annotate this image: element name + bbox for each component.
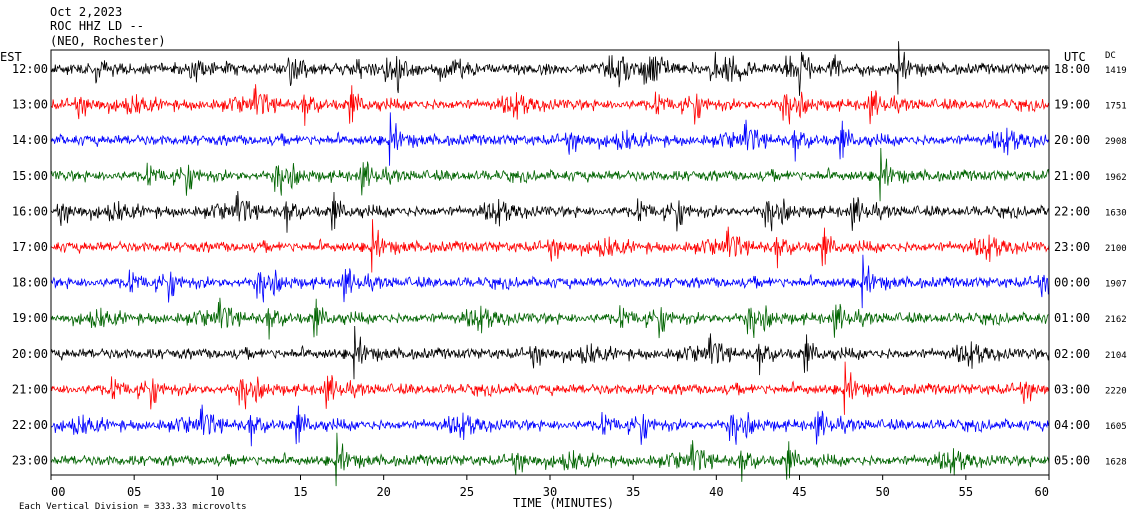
scale-note: Each Vertical Division = 333.33 microvol…	[19, 502, 247, 512]
trace-line	[51, 190, 1050, 233]
x-tick-label: 35	[626, 485, 640, 499]
trace-line	[50, 361, 1050, 415]
x-tick-label: 40	[709, 485, 723, 499]
x-tick-label: 45	[792, 485, 806, 499]
trace-line	[50, 254, 1050, 309]
dc-value: 2220	[1105, 386, 1127, 396]
est-hour-label: 16:00	[12, 204, 48, 218]
est-hour-label: 13:00	[12, 98, 48, 112]
dc-value: 1751	[1105, 102, 1127, 112]
est-hour-label: 15:00	[12, 169, 48, 183]
dc-value: 1962	[1105, 173, 1127, 183]
utc-hour-label: 03:00	[1054, 382, 1090, 396]
x-tick-label: 00	[51, 485, 65, 499]
dc-value: 1419	[1105, 66, 1127, 76]
est-hour-label: 18:00	[12, 276, 48, 290]
x-tick-label: 15	[293, 485, 307, 499]
x-tick-label: 25	[460, 485, 474, 499]
trace-line	[50, 41, 1050, 96]
trace-line	[50, 404, 1050, 447]
utc-hour-label: 04:00	[1054, 418, 1090, 432]
est-hour-label: 22:00	[12, 418, 48, 432]
x-tick-label: 05	[127, 485, 141, 499]
x-tick-label: 30	[543, 485, 557, 499]
dc-value: 1630	[1105, 208, 1127, 218]
utc-hour-label: 05:00	[1054, 454, 1090, 468]
utc-hour-labels: 18:00 19:00 20:00 21:00 22:00 23:00 00:00 01:00…	[1054, 62, 1090, 468]
utc-hour-label: 00:00	[1054, 276, 1090, 290]
est-hour-label: 23:00	[12, 454, 48, 468]
dc-value: 1628	[1105, 458, 1127, 468]
station-location: (NEO, Rochester)	[50, 34, 166, 48]
dc-title: DC	[1105, 51, 1116, 61]
trace-line	[50, 325, 1050, 380]
x-axis-ticks: 00 05 10 15 20 25 30 35 40 45 50 55 60	[50, 475, 1050, 499]
trace-line	[50, 147, 1050, 202]
dc-values: 1419 1751 2908 1962 1630 2100 1907 2162 2104 2220…	[1105, 66, 1127, 468]
trace-line	[50, 297, 1050, 340]
x-tick-label: 20	[376, 485, 390, 499]
dc-value: 1605	[1105, 422, 1127, 432]
station-code: ROC HHZ LD --	[50, 19, 144, 33]
est-hour-label: 19:00	[12, 311, 48, 325]
dc-value: 2162	[1105, 315, 1127, 325]
trace-line	[50, 432, 1050, 487]
x-tick-label: 10	[210, 485, 224, 499]
est-hour-labels: 12:00 13:00 14:00 15:00 16:00 17:00 18:00 19:00…	[12, 62, 48, 468]
dc-value: 2100	[1105, 244, 1127, 254]
utc-hour-label: 21:00	[1054, 169, 1090, 183]
est-axis-title: EST	[0, 50, 22, 64]
plot-date: Oct 2,2023	[50, 5, 123, 19]
dc-value: 2908	[1105, 137, 1127, 147]
x-axis-title: TIME (MINUTES)	[513, 496, 615, 510]
est-hour-label: 21:00	[12, 382, 48, 396]
x-tick-label: 55	[959, 485, 973, 499]
utc-hour-label: 23:00	[1054, 240, 1090, 254]
utc-hour-label: 01:00	[1054, 311, 1090, 325]
est-hour-label: 14:00	[12, 133, 48, 147]
est-hour-label: 20:00	[12, 347, 48, 361]
trace-line	[50, 219, 1050, 273]
trace-line	[50, 84, 1050, 126]
utc-axis-title: UTC	[1064, 50, 1086, 64]
utc-hour-label: 22:00	[1054, 204, 1090, 218]
utc-hour-label: 18:00	[1054, 62, 1090, 76]
dc-value: 2104	[1105, 351, 1127, 361]
utc-hour-label: 19:00	[1054, 98, 1090, 112]
x-tick-label: 50	[875, 485, 889, 499]
est-hour-label: 17:00	[12, 240, 48, 254]
utc-hour-label: 20:00	[1054, 133, 1090, 147]
est-hour-label: 12:00	[12, 62, 48, 76]
x-tick-label: 60	[1035, 485, 1049, 499]
utc-hour-label: 02:00	[1054, 347, 1090, 361]
seismic-traces	[50, 41, 1050, 487]
trace-line	[50, 112, 1050, 166]
dc-value: 1907	[1105, 280, 1127, 290]
